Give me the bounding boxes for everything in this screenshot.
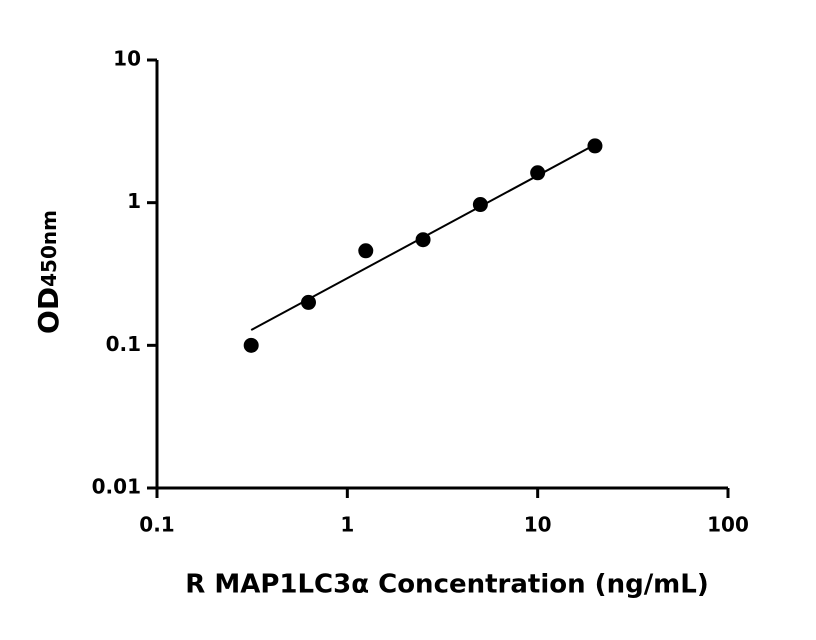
data-point	[358, 243, 374, 259]
y-tick-label: 1	[127, 189, 141, 213]
y-axis-label: OD450nm	[32, 210, 65, 334]
data-point	[300, 294, 316, 310]
y-axis-label-main: OD	[32, 287, 65, 334]
y-tick-label: 0.1	[106, 332, 141, 356]
x-tick-label: 0.1	[139, 513, 174, 537]
y-tick-label: 10	[113, 47, 141, 71]
axes	[155, 60, 728, 490]
x-tick-label: 1	[340, 513, 354, 537]
data-point	[587, 138, 603, 154]
fit-line	[250, 143, 596, 331]
data-point	[243, 337, 259, 353]
y-axis-label-sub: 450nm	[37, 210, 61, 287]
x-axis-label: R MAP1LC3α Concentration (ng/mL)	[185, 570, 708, 600]
y-tick-label: 0.01	[92, 475, 141, 499]
x-tick-label: 100	[707, 513, 749, 537]
x-tick-label: 10	[524, 513, 552, 537]
